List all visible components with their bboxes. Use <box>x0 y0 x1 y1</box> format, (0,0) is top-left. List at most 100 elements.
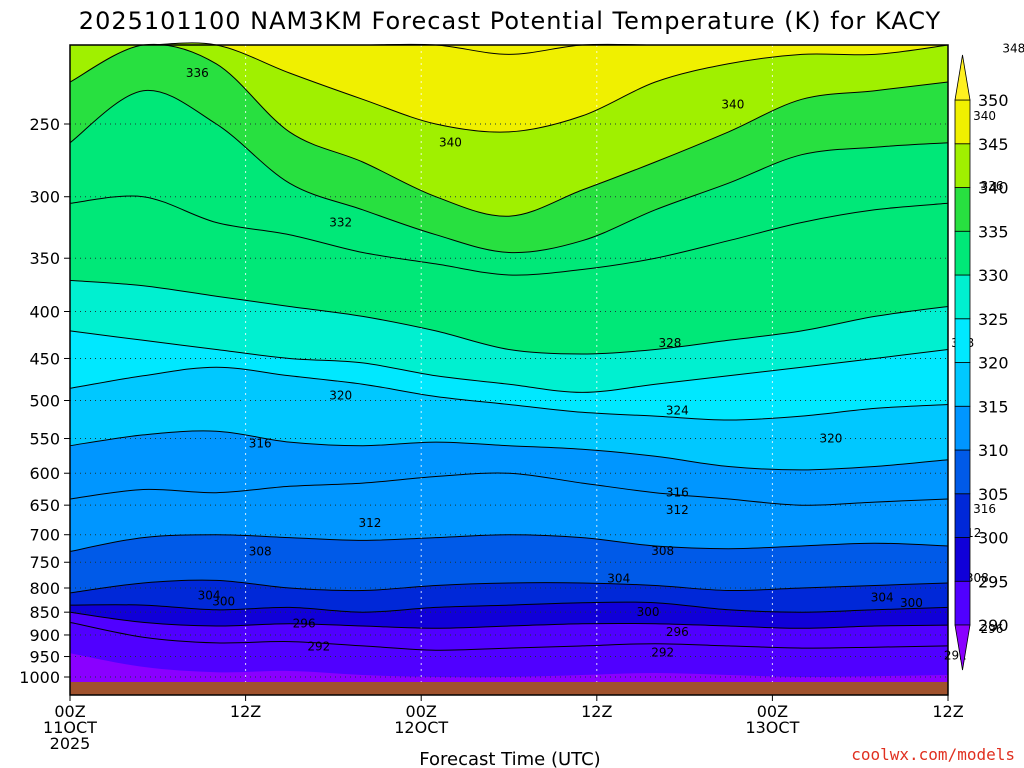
y-tick-label: 650 <box>29 496 60 515</box>
isotherm-300 <box>69 601 949 613</box>
colorbar-high-arrow <box>954 54 971 101</box>
x-axis-label: Forecast Time (UTC) <box>419 749 600 768</box>
colorbar-label: 290 <box>978 616 1009 635</box>
x-tick-label: 00Z <box>757 702 788 721</box>
isotherm-324 <box>69 330 949 393</box>
contour-label: 340 <box>973 109 996 123</box>
colorbar-segment <box>954 318 971 363</box>
contour-label: 324 <box>666 404 689 418</box>
contour-label: 292 <box>307 639 330 653</box>
colorbar-label: 335 <box>978 222 1009 241</box>
y-tick-label: 900 <box>29 626 60 645</box>
contour-label: 316 <box>973 502 996 516</box>
colorbar-segment <box>954 362 971 407</box>
isotherm-308 <box>69 534 949 552</box>
isotherm-336 <box>69 89 949 254</box>
colorbar-label: 320 <box>978 354 1009 373</box>
x-tick-label: 12Z <box>932 702 963 721</box>
isotherm-340 <box>69 43 949 217</box>
colorbar-label: 300 <box>978 529 1009 548</box>
isotherm-320 <box>69 366 949 421</box>
isotherm-304 <box>69 579 949 594</box>
colorbar: 290 295 300 305 310 315 320 325 330 335 340 345 350 <box>954 54 1009 671</box>
contour-label: 316 <box>666 486 689 500</box>
y-tick-label: 600 <box>29 464 60 483</box>
colorbar-label: 325 <box>978 310 1009 329</box>
x-tick-label: 00Z <box>406 702 437 721</box>
contour-label: 296 <box>666 625 689 639</box>
contour-label: 336 <box>980 179 1003 193</box>
colorbar-label: 315 <box>978 397 1009 416</box>
isotherm-328 <box>69 279 949 355</box>
colorbar-low-arrow <box>954 624 971 671</box>
x-tick-label: 13OCT <box>745 718 799 737</box>
colorbar-label: 350 <box>978 91 1009 110</box>
credit-text: coolwx.com/models <box>851 745 1015 764</box>
y-tick-label: 500 <box>29 392 60 411</box>
isotherm-292 <box>69 621 949 651</box>
isotherm-296 <box>69 611 949 629</box>
contour-label: 304 <box>607 571 630 585</box>
chart-title: 2025101100 NAM3KM Forecast Potential Tem… <box>79 7 941 35</box>
colorbar-label: 295 <box>978 572 1009 591</box>
isotherm-312 <box>69 472 949 506</box>
contour-label: 336 <box>186 66 209 80</box>
colorbar-segment <box>954 449 971 495</box>
colorbar-segment <box>954 493 971 538</box>
colorbar-segment <box>954 187 971 232</box>
colorbar-segment <box>954 143 971 188</box>
contour-label: 292 <box>651 646 674 660</box>
contour-label: 296 <box>980 622 1003 636</box>
colorbar-label: 345 <box>978 135 1009 154</box>
contour-label: 320 <box>329 389 352 403</box>
isotherm-316 <box>69 430 949 471</box>
contour-label: 320 <box>819 432 842 446</box>
contour-label: 316 <box>249 437 272 451</box>
colorbar-segment <box>954 230 971 276</box>
contour-label: 328 <box>659 336 682 350</box>
contour-label: 340 <box>439 136 462 150</box>
y-tick-label: 850 <box>29 603 60 622</box>
x-tick-label: 2025 <box>50 734 91 753</box>
colorbar-segment <box>954 274 971 320</box>
y-tick-label: 400 <box>29 302 60 321</box>
colorbar-segment <box>954 580 971 626</box>
terrain-strip <box>70 682 948 695</box>
x-tick-label: 12OCT <box>394 718 448 737</box>
ground-strip <box>70 682 948 695</box>
contour-label: 308 <box>966 571 989 585</box>
y-tick-label: 300 <box>29 188 60 207</box>
y-tick-label: 550 <box>29 430 60 449</box>
colorbar-segment <box>954 537 971 582</box>
y-tick-label: 950 <box>29 648 60 667</box>
contour-label: 308 <box>249 544 272 558</box>
x-tick-label: 00Z <box>54 702 85 721</box>
y-tick-label: 700 <box>29 526 60 545</box>
colorbar-label: 305 <box>978 485 1009 504</box>
contour-label: 304 <box>198 588 221 602</box>
y-tick-label: 250 <box>29 115 60 134</box>
x-tick-label: 12Z <box>230 702 261 721</box>
y-tick-label: 750 <box>29 553 60 572</box>
colorbar-label: 340 <box>978 179 1009 198</box>
colorbar-segment <box>954 405 971 451</box>
y-tick-label: 800 <box>29 579 60 598</box>
contour-label: 300 <box>212 595 235 609</box>
colorbar-label: 310 <box>978 441 1009 460</box>
contour-label: 340 <box>721 97 744 111</box>
colorbar-label: 330 <box>978 266 1009 285</box>
contour-label: 312 <box>359 516 382 530</box>
contour-label: 312 <box>666 503 689 517</box>
colorbar-segment <box>954 99 971 145</box>
isotherm-332 <box>69 195 949 276</box>
y-axis: 250 300 350 400 450 500 550 600 650 700 750 800 850 9… <box>19 115 70 687</box>
contour-label: 300 <box>637 605 660 619</box>
contour-label: 348 <box>1002 42 1024 56</box>
contour-label: 300 <box>900 596 923 610</box>
plot-area <box>70 42 948 696</box>
y-tick-label: 450 <box>29 349 60 368</box>
x-tick-label: 12Z <box>581 702 612 721</box>
contour-label: 332 <box>329 215 352 229</box>
